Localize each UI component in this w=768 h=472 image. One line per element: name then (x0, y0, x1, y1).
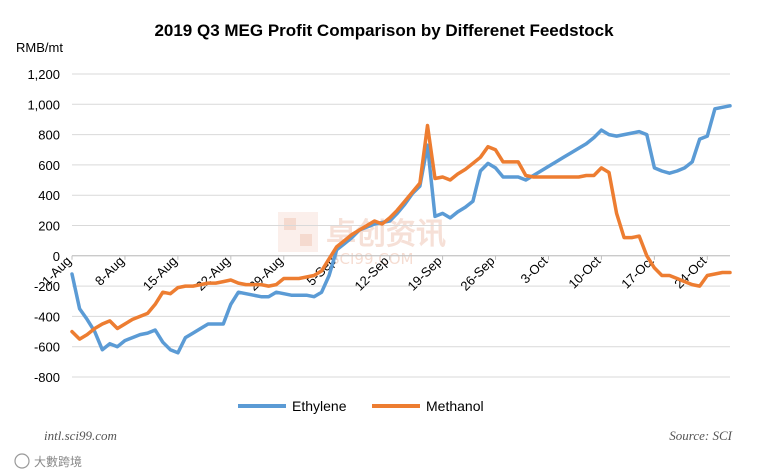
y-tick-label: -400 (34, 309, 60, 324)
y-tick-label: 0 (53, 249, 60, 264)
y-tick-labels: -800 -600 -400 -200 0 200 400 600 800 1,000 1,200 (27, 67, 60, 385)
legend-label-ethylene: Ethylene (292, 398, 347, 414)
y-tick-label: 600 (38, 158, 60, 173)
y-tick-label: 1,200 (27, 67, 60, 82)
chart-title: 2019 Q3 MEG Profit Comparison by Differe… (154, 21, 614, 40)
corner-watermark-text: 大數跨境 (34, 454, 82, 469)
corner-watermark: 大數跨境 (14, 453, 82, 469)
gridlines (72, 73, 730, 378)
y-axis-unit: RMB/mt (16, 40, 63, 55)
x-tick-label: 26-Sep (457, 253, 497, 293)
y-tick-label: -800 (34, 370, 60, 385)
watermark-en: SCI99.COM (330, 250, 414, 268)
y-tick-label: -600 (34, 340, 60, 355)
watermark: 卓创资讯 SCI99.COM (278, 212, 446, 268)
series-line-ethylene (70, 104, 732, 355)
x-tick-label: 22-Aug (193, 253, 233, 293)
y-tick-label: -200 (34, 279, 60, 294)
y-tick-label: 200 (38, 219, 60, 234)
y-tick-label: 800 (38, 128, 60, 143)
y-tick-label: 1,000 (27, 97, 60, 112)
y-tick-label: 400 (38, 188, 60, 203)
watermark-logo-icon (278, 212, 318, 252)
x-tick-label: 3-Oct (518, 253, 551, 286)
footer-source: Source: SCI (669, 428, 732, 443)
footer-site: intl.sci99.com (44, 428, 117, 443)
legend-label-methanol: Methanol (426, 398, 484, 414)
legend: Ethylene Methanol (238, 398, 484, 414)
x-tick-label: 29-Aug (246, 253, 286, 293)
x-tick-label: 15-Aug (140, 253, 180, 293)
series-line-methanol (70, 123, 732, 341)
x-tick-label: 8-Aug (92, 253, 127, 288)
corner-logo-icon (14, 453, 30, 469)
x-axis: 1-Aug 8-Aug 15-Aug 22-Aug 29-Aug 5-Sep 12-Sep 1… (39, 253, 730, 294)
series-lines (70, 104, 732, 355)
